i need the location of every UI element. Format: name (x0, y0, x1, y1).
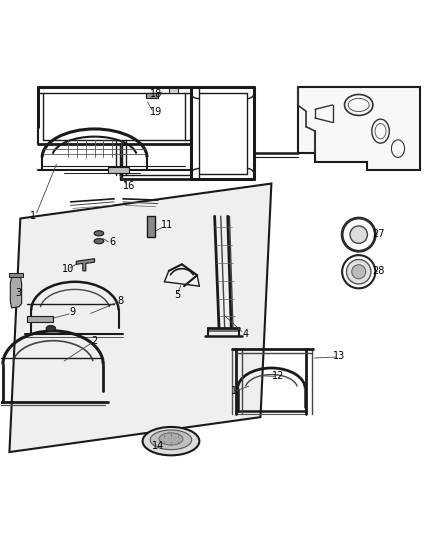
Bar (169, 88, 178, 93)
Bar (146, 93, 158, 98)
Bar (10, 273, 22, 277)
Ellipse shape (94, 231, 104, 236)
Text: 18: 18 (149, 89, 162, 99)
Text: 11: 11 (160, 220, 173, 230)
Text: 1: 1 (231, 386, 237, 396)
Text: 12: 12 (272, 370, 284, 381)
Text: 19: 19 (149, 107, 162, 117)
Circle shape (342, 218, 375, 251)
Ellipse shape (150, 430, 192, 450)
Text: 8: 8 (118, 296, 124, 306)
Text: 4: 4 (242, 329, 248, 339)
Polygon shape (297, 87, 420, 171)
Text: 5: 5 (174, 290, 180, 300)
Bar (108, 167, 130, 173)
Ellipse shape (143, 427, 199, 455)
Circle shape (350, 226, 367, 244)
Text: 6: 6 (109, 238, 115, 247)
Ellipse shape (94, 239, 104, 244)
Text: 13: 13 (333, 351, 345, 361)
Bar (27, 316, 53, 321)
Ellipse shape (159, 433, 183, 445)
Circle shape (342, 255, 375, 288)
Circle shape (352, 265, 366, 279)
Text: 1: 1 (30, 211, 36, 221)
Bar (147, 216, 155, 237)
Polygon shape (10, 183, 272, 452)
Text: 9: 9 (70, 308, 76, 317)
Text: 28: 28 (372, 266, 385, 276)
Circle shape (346, 260, 371, 284)
Polygon shape (76, 259, 95, 271)
Ellipse shape (46, 326, 56, 332)
Polygon shape (11, 275, 21, 308)
Text: 27: 27 (372, 229, 385, 239)
Text: 10: 10 (62, 264, 74, 273)
Text: 16: 16 (124, 181, 136, 191)
Text: 14: 14 (152, 440, 164, 450)
Text: 2: 2 (92, 336, 98, 346)
Text: 3: 3 (15, 288, 21, 298)
